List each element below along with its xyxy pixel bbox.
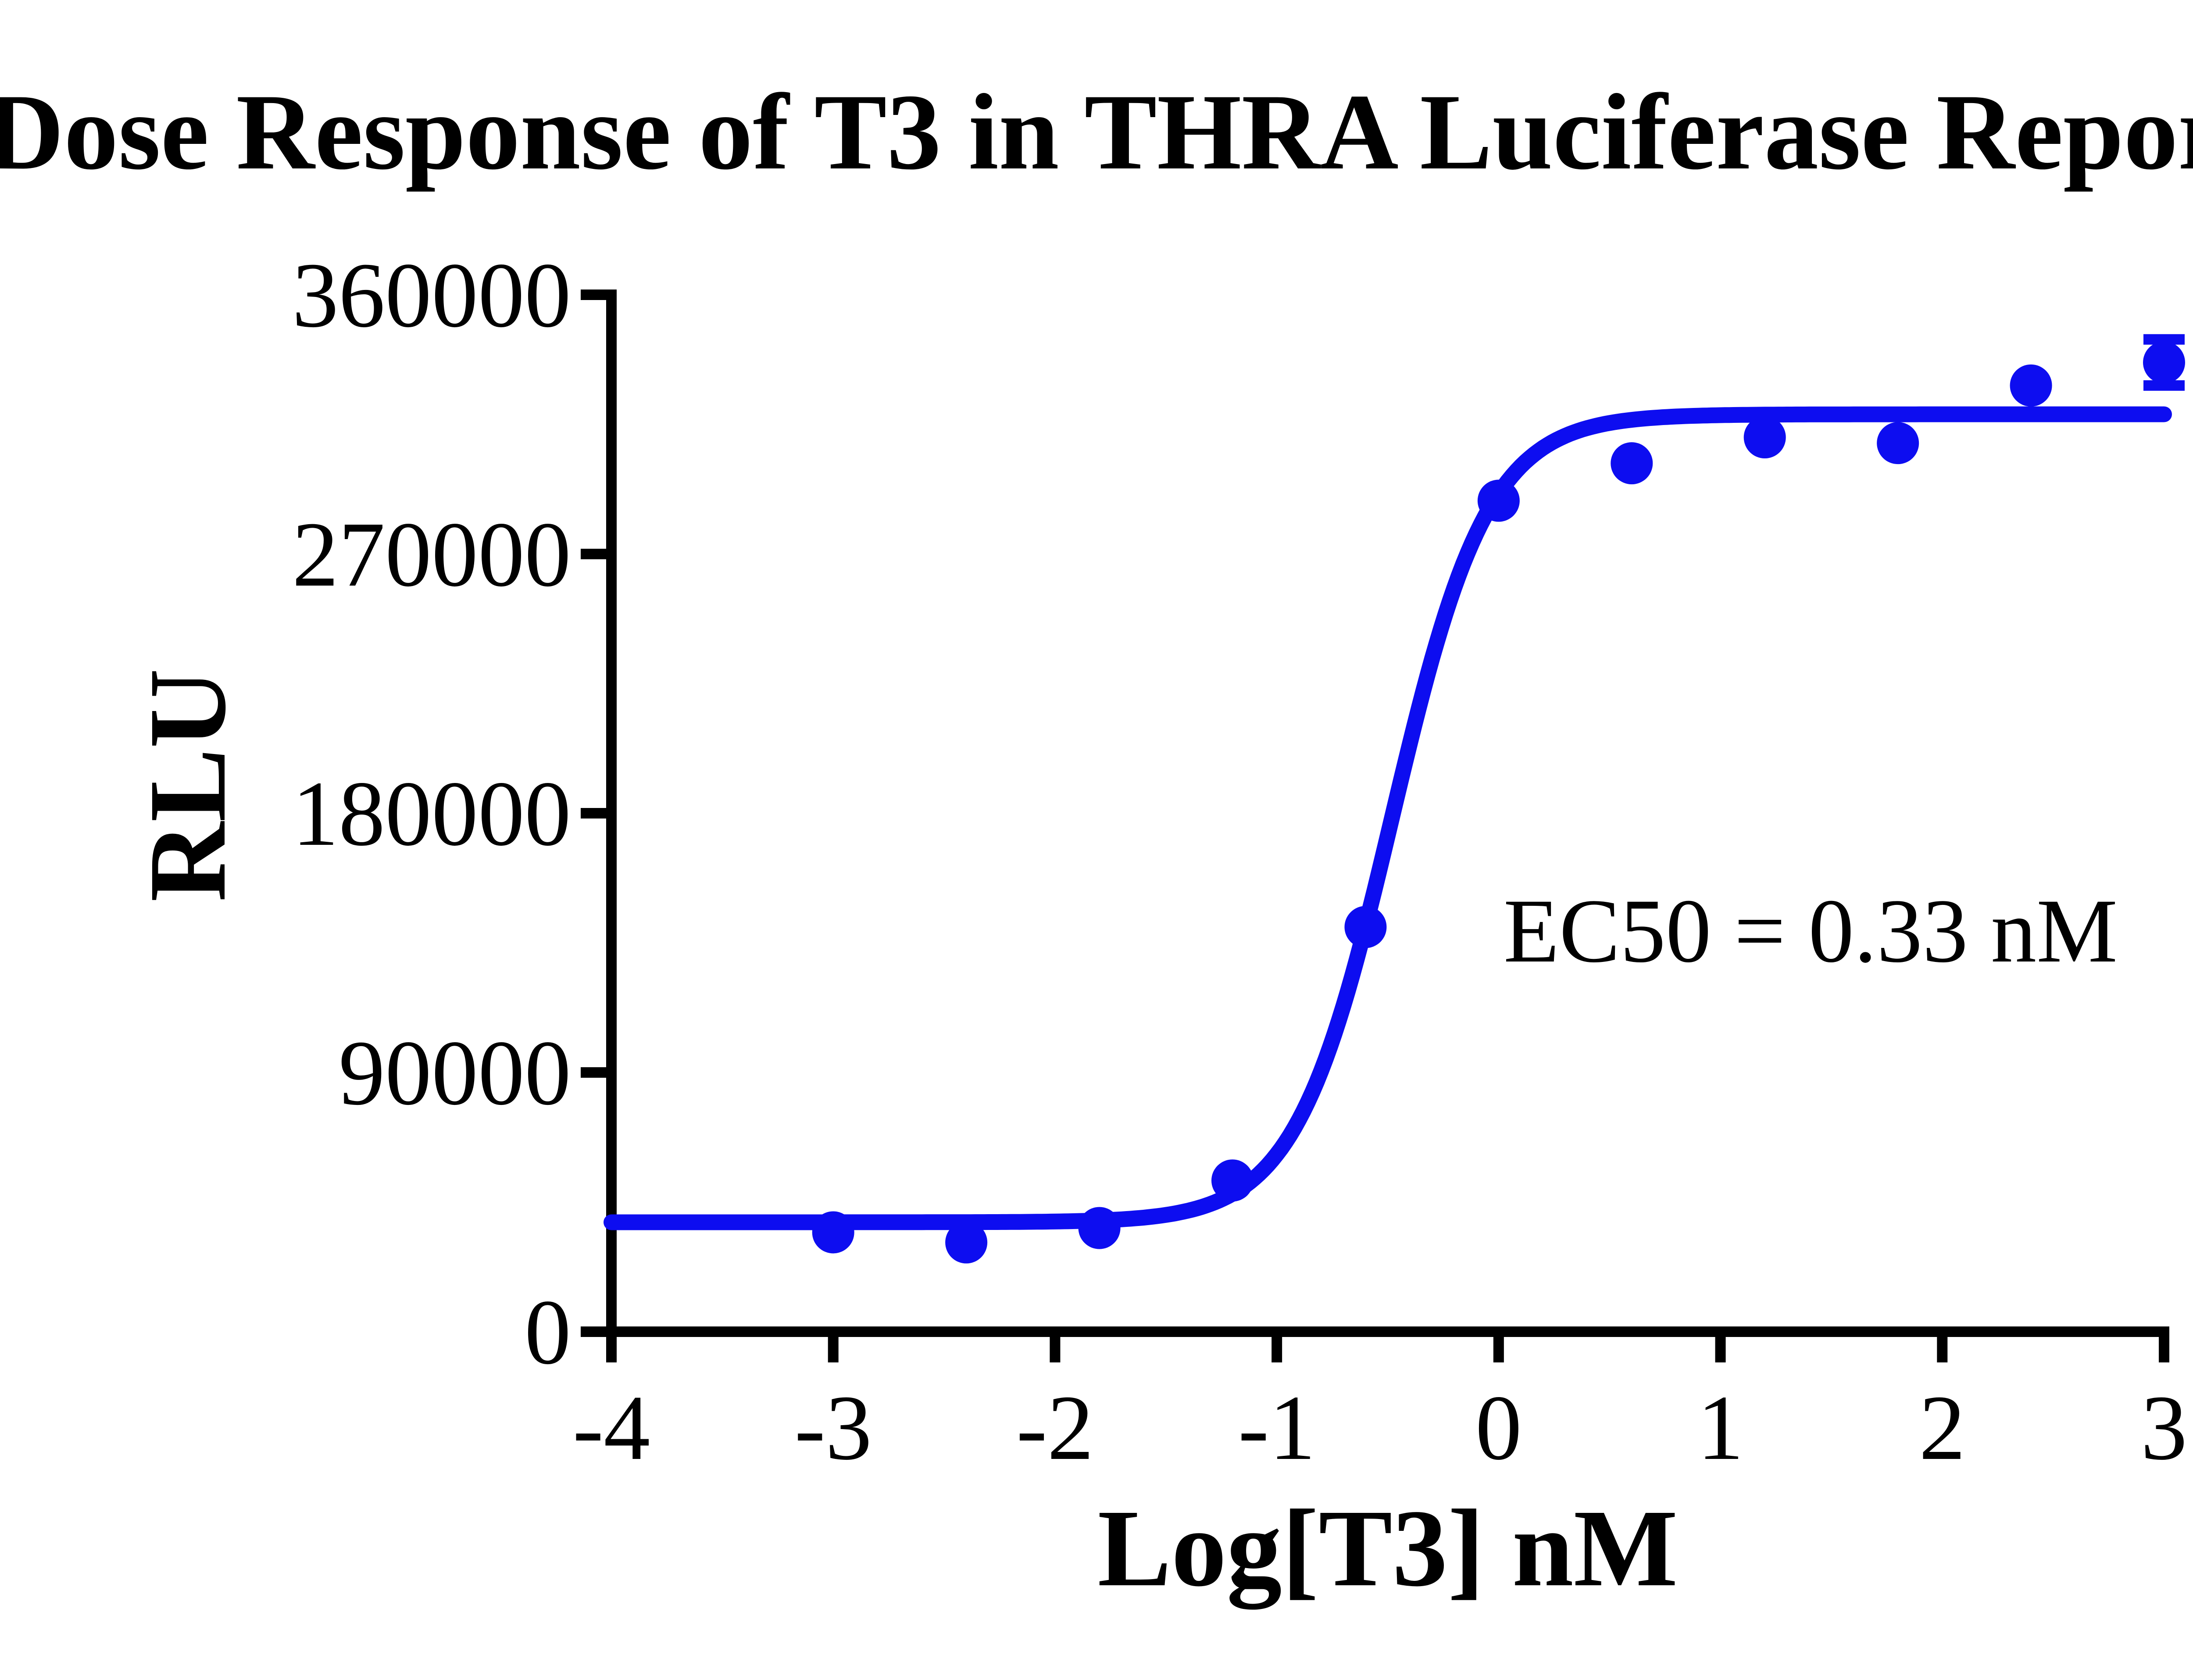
x-tick-label: -4 bbox=[573, 1376, 650, 1479]
x-tick-label: 0 bbox=[1475, 1376, 1522, 1479]
data-point bbox=[1877, 422, 1919, 465]
y-tick-label: 360000 bbox=[292, 243, 571, 347]
dose-response-fit-curve bbox=[604, 406, 2172, 1230]
y-tick-label: 180000 bbox=[292, 762, 571, 865]
ec50-annotation: EC50 = 0.33 nM bbox=[1504, 880, 2118, 981]
data-point bbox=[2010, 364, 2052, 407]
data-point bbox=[2143, 341, 2185, 384]
data-point bbox=[945, 1221, 988, 1264]
y-tick-label: 0 bbox=[525, 1280, 571, 1383]
y-tick-label: 90000 bbox=[339, 1021, 571, 1124]
x-tick-label: 1 bbox=[1697, 1376, 1744, 1479]
data-point bbox=[1078, 1207, 1121, 1249]
x-tick-label: 2 bbox=[1919, 1376, 1965, 1479]
x-tick-label: -2 bbox=[1016, 1376, 1094, 1479]
x-tick-label: -1 bbox=[1238, 1376, 1316, 1479]
y-axis-title: RLU bbox=[126, 668, 249, 902]
data-point bbox=[1611, 442, 1653, 485]
data-point bbox=[1477, 479, 1520, 522]
chart-title: Dose Response of T3 in THRA Luciferase R… bbox=[0, 71, 2193, 192]
data-point bbox=[1344, 906, 1387, 948]
x-axis-title: Log[T3] nM bbox=[1098, 1487, 1678, 1610]
y-tick-label: 270000 bbox=[292, 503, 571, 606]
data-point bbox=[1211, 1159, 1254, 1202]
x-tick-label: -3 bbox=[794, 1376, 872, 1479]
data-point bbox=[1743, 416, 1786, 459]
x-tick-label: 3 bbox=[2141, 1376, 2187, 1479]
data-point bbox=[812, 1211, 854, 1254]
plot-area: -4 -3 -2 -1 0 1 2 3 0 90000 180000 270000 360000 bbox=[292, 243, 2187, 1479]
